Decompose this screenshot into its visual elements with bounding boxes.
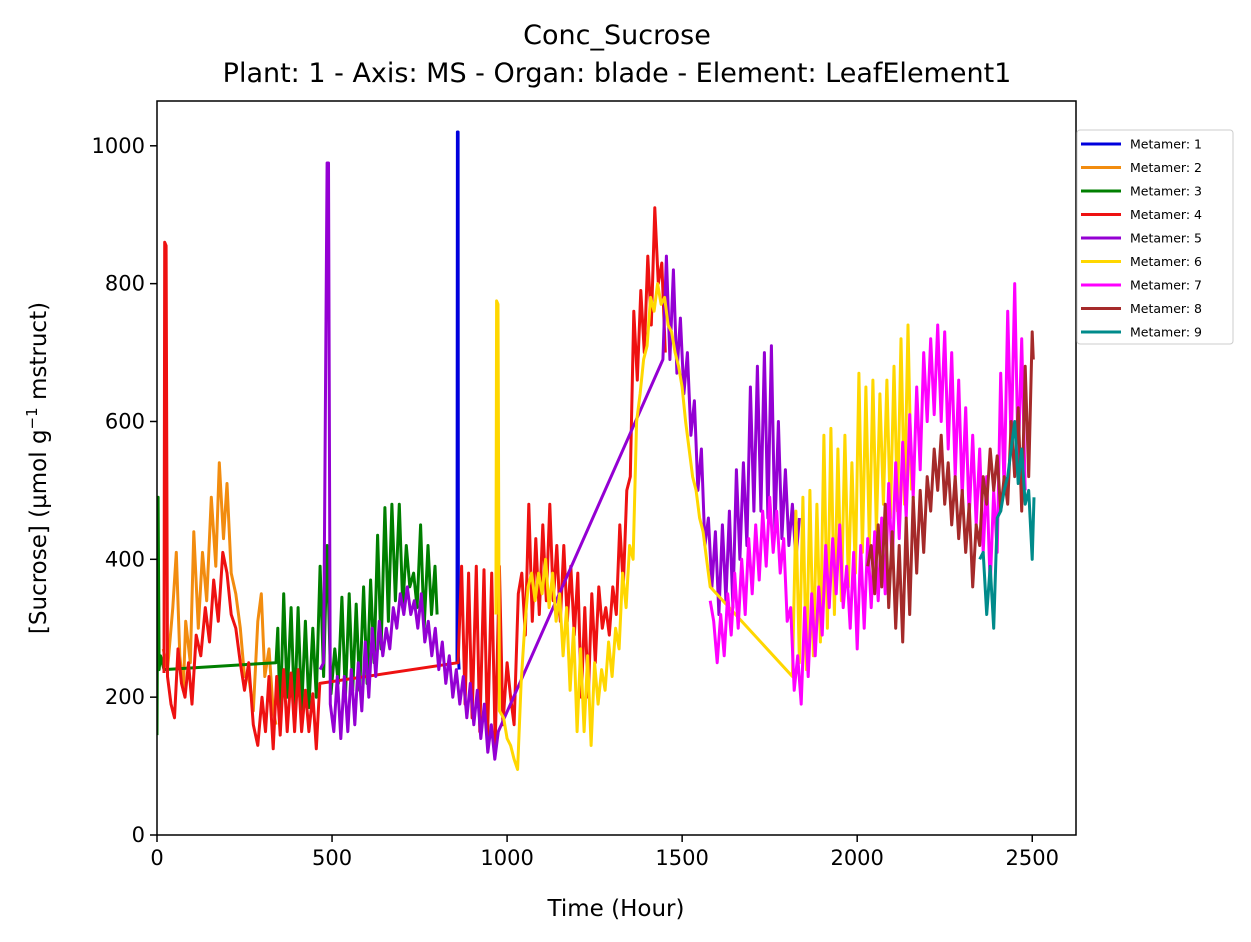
legend-label: Metamer: 2 [1130,160,1202,175]
series-line-3 [157,495,439,736]
series-line-4 [162,206,667,751]
chart-title: Conc_Sucrose [523,20,711,51]
series-line-5 [318,161,801,761]
y-tick-label: 400 [105,547,145,571]
legend-label: Metamer: 1 [1130,137,1202,152]
chart-subtitle: Plant: 1 - Axis: MS - Organ: blade - Ele… [223,58,1012,89]
legend-label: Metamer: 4 [1130,207,1202,222]
series-line-7 [708,282,1027,706]
x-tick-label: 1000 [480,846,533,870]
legend-label: Metamer: 7 [1130,278,1202,293]
y-axis-label-tail: mstruct) [26,302,52,407]
y-tick-label: 200 [105,685,145,709]
y-tick-label: 600 [105,409,145,433]
series-line-1 [455,130,461,670]
y-axis-label-superscript: −1 [23,407,41,429]
plot-frame [156,100,1077,836]
legend-label: Metamer: 3 [1130,184,1202,199]
y-tick-label: 800 [105,272,145,296]
y-tick-label: 1000 [92,134,145,158]
x-axis-label: Time (Hour) [547,896,685,922]
x-tick-label: 2000 [830,846,883,870]
y-axis-label-main: [Sucrose] (µmol g [26,429,52,634]
x-axis: 0 500 1000 1500 2000 2500 [150,835,1059,870]
x-tick-label: 500 [312,846,352,870]
series-line-9 [978,420,1036,630]
legend-label: Metamer: 5 [1130,231,1202,246]
legend-label: Metamer: 9 [1130,325,1202,340]
series-layer [157,130,1036,771]
legend: Metamer: 1 Metamer: 2 Metamer: 3 Metamer: 4… [1076,129,1234,345]
series-line-8 [866,330,1035,644]
y-axis-label: [Sucrose] (µmol g−1 mstruct) [23,302,52,634]
x-tick-label: 0 [150,846,163,870]
x-tick-label: 2500 [1006,846,1059,870]
y-tick-label: 0 [132,823,145,847]
legend-label: Metamer: 8 [1130,301,1202,316]
x-tick-label: 1500 [655,846,708,870]
y-axis: 0 200 400 600 800 1000 [92,134,157,847]
legend-box [1076,129,1234,345]
legend-label: Metamer: 6 [1130,254,1202,269]
series-line-6 [494,282,913,771]
